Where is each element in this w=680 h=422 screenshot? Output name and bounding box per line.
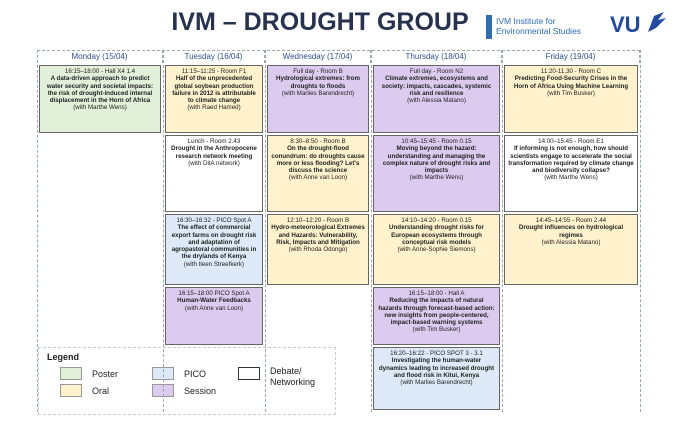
column-line xyxy=(163,50,164,412)
swatch xyxy=(238,367,260,380)
grid-top xyxy=(37,50,640,52)
session-title: Human-Water Feedbacks xyxy=(177,297,251,305)
legend-label: Poster xyxy=(92,369,119,379)
session-title: On the drought-flood conundrum: do droug… xyxy=(271,145,365,175)
session-cell: 14:00–15:45 - Room E1 If informing is not… xyxy=(504,135,638,212)
ivm-logo: IVM Institute for Environmental Studies xyxy=(496,16,581,36)
session-cell: 16:30–16:32 - PICO Spot A The effect of c… xyxy=(165,214,263,285)
session-cell: 11:15–11:25 - Room F1 Half of the unprece… xyxy=(165,65,263,133)
legend-label: PICO xyxy=(184,369,207,379)
session-with: (with Alessia Matano) xyxy=(541,238,601,246)
session-cell: 16:20–16:22 - PICO SPOT 3 - 3.1 Investiga… xyxy=(373,347,500,410)
vu-griffin xyxy=(648,12,666,32)
session-time: Full day - Room B xyxy=(293,68,343,75)
session-title: If informing is not enough, how should s… xyxy=(508,145,634,175)
day-header: Friday (19/04) xyxy=(502,50,640,63)
session-with: (with Raed Hamed) xyxy=(187,104,241,112)
session-title: Hydrological extremes: from droughts to … xyxy=(276,75,360,90)
legend-label: Session xyxy=(184,386,217,396)
session-with: (with Tim Busker) xyxy=(412,326,461,334)
session-time: Full day - Room N2 xyxy=(409,68,464,75)
session-title: Hydro-meteorological Extremes and Hazard… xyxy=(271,224,365,246)
session-with: (with Rhoda Odongo) xyxy=(288,246,348,254)
session-time: 12:10–12:20 - Room B xyxy=(286,217,350,224)
column-line xyxy=(502,50,503,412)
column-line xyxy=(371,50,372,412)
swatch xyxy=(60,384,82,397)
session-cell: 11:20-11.30 - Room C Predicting Food-Secu… xyxy=(504,65,638,133)
session-cell: 14:45–14:55 - Room 2.44 Drought influence… xyxy=(504,214,638,285)
session-with: (with Tim Busker) xyxy=(547,89,595,97)
ivm-logo-bar xyxy=(486,15,492,39)
session-time: 16:15–18:00 PICO Spot A xyxy=(178,290,250,297)
session-with: (with DitA network) xyxy=(188,159,240,167)
session-time: 16:15–18:00 - Hall A xyxy=(408,290,465,297)
session-with: (with Marlies Barendrecht) xyxy=(281,89,355,97)
session-time: 14:00–15:45 - Room E1 xyxy=(538,138,604,145)
session-title: Reducing the impacts of natural hazards … xyxy=(378,297,495,327)
session-title: The effect of commercial export farms on… xyxy=(171,224,257,261)
session-cell: 10:45–15:45 - Room 0.15 Moving beyond the… xyxy=(373,135,500,212)
session-cell: Full day - Room B Hydrological extremes: … xyxy=(267,65,369,133)
day-header: Thursday (18/04) xyxy=(371,50,502,63)
session-with: (with Marthe Wens) xyxy=(73,104,127,112)
session-with: (with Marthe Wens) xyxy=(544,174,598,182)
legend-title: Legend xyxy=(47,352,80,362)
session-time: Lunch - Room 2.43 xyxy=(187,138,241,145)
day-header: Tuesday (16/04) xyxy=(163,50,265,63)
column-line xyxy=(265,50,266,412)
session-time: 16:30–16:32 - PICO Spot A xyxy=(176,217,252,224)
swatch xyxy=(60,367,82,380)
session-time: 14:10–14:20 - Room 0.15 xyxy=(401,217,472,224)
session-cell: 8:30–8:50 - Room B On the drought-flood c… xyxy=(267,135,369,212)
session-title: Predicting Food-Security Crises in the H… xyxy=(513,75,629,90)
column-line xyxy=(640,50,641,412)
session-with: (with Marthe Wens) xyxy=(409,174,464,182)
session-time: 14:45–14:55 - Room 2.44 xyxy=(535,217,607,224)
legend-label: Oral xyxy=(92,386,110,396)
session-cell: Full day - Room N2 Climate extremes, ecos… xyxy=(373,65,500,133)
session-with: (with Marlies Barendrecht) xyxy=(400,379,473,387)
session-cell: 16:15–18:00 - Hall A Reducing the impacts… xyxy=(373,287,500,345)
session-cell: 14:10–14:20 - Room 0.15 Understanding dro… xyxy=(373,214,500,285)
session-with: (with Alessia Matano) xyxy=(407,97,466,105)
legend-label: Debate/ Networking xyxy=(270,366,316,387)
day-header: Wednesday (17/04) xyxy=(265,50,371,63)
ivm-line: Environmental Studies xyxy=(496,26,582,36)
session-title: A data-driven approach to predict water … xyxy=(46,75,154,105)
session-cell: 16:15–18:00 PICO Spot A Human-Water Feedb… xyxy=(165,287,263,345)
session-time: 10:45–15:45 - Room 0.15 xyxy=(401,138,472,145)
session-title: Drought influences on hydrological regim… xyxy=(518,224,624,239)
session-title: Moving beyond the hazard: understanding … xyxy=(382,145,491,175)
column-line xyxy=(37,50,38,412)
session-with: (with Ileen Streefkerk) xyxy=(183,260,245,268)
session-cell: 16:15–18:00 - Hall X4 1.4 A data-driven a… xyxy=(39,65,161,133)
ivm-line: IVM Institute for xyxy=(496,16,556,26)
session-title: Investigating the human-water dynamics l… xyxy=(378,357,495,379)
session-time: 11:15–11:25 - Room F1 xyxy=(181,68,247,75)
session-title: Drought in the Anthropocene research net… xyxy=(171,145,257,160)
session-with: (with Anne van Loon) xyxy=(288,174,348,182)
legend-box xyxy=(38,347,336,415)
session-time: 16:20–16:22 - PICO SPOT 3 - 3.1 xyxy=(390,350,483,357)
vu-logo: VU xyxy=(610,12,641,37)
session-with: (with Anne-Sophie Siemons) xyxy=(397,246,476,254)
session-title: Understanding drought risks for European… xyxy=(389,224,484,246)
title: IVM – DROUGHT GROUP xyxy=(171,8,469,36)
session-title: Half of the unprecedented global soybean… xyxy=(172,75,256,105)
day-header: Monday (15/04) xyxy=(37,50,163,63)
session-cell: Lunch - Room 2.43 Drought in the Anthropo… xyxy=(165,135,263,212)
session-time: 16:15–18:00 - Hall X4 1.4 xyxy=(64,68,136,75)
session-time: 8:30–8:50 - Room B xyxy=(290,138,346,145)
session-time: 11:20-11.30 - Room C xyxy=(540,68,602,75)
session-cell: 12:10–12:20 - Room B Hydro-meteorological… xyxy=(267,214,369,285)
session-title: Climate extremes, ecosystems and society… xyxy=(381,75,492,97)
session-with: (with Anne van Loon) xyxy=(184,304,244,312)
